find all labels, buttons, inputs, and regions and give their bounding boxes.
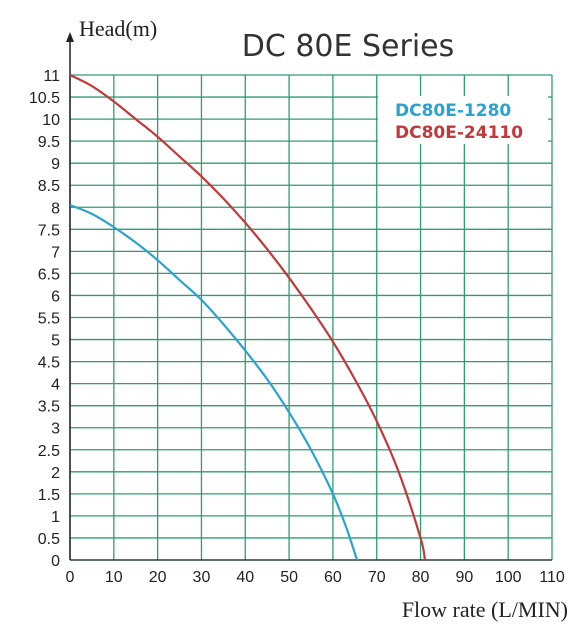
y-tick-label: 3 — [51, 421, 60, 438]
x-tick-label: 80 — [412, 569, 430, 586]
y-tick-label: 4 — [51, 377, 60, 394]
y-tick-label: 1 — [51, 509, 60, 526]
x-tick-label: 40 — [236, 569, 254, 586]
axes — [66, 32, 552, 561]
x-tick-labels: 0 10 20 30 40 50 60 70 80 90 100 110 — [66, 569, 565, 586]
x-tick-label: 50 — [280, 569, 298, 586]
y-tick-label: 11 — [43, 68, 60, 85]
x-tick-label: 100 — [495, 569, 522, 586]
series-curves — [69, 74, 427, 561]
y-tick-label: 8 — [51, 200, 60, 217]
y-axis-title: Head(m) — [79, 16, 157, 41]
y-tick-label: 3.5 — [38, 399, 60, 416]
x-tick-label: 30 — [193, 569, 211, 586]
y-tick-label: 7 — [51, 244, 60, 261]
x-axis-title: Flow rate (L/MIN) — [402, 597, 568, 622]
chart-title: DC 80E Series — [242, 29, 455, 64]
x-tick-label: 90 — [455, 569, 473, 586]
y-tick-label: 7.5 — [38, 222, 60, 239]
x-tick-label: 110 — [539, 569, 565, 586]
y-axis-arrow-icon — [66, 32, 74, 42]
y-tick-label: 4.5 — [38, 355, 60, 372]
y-tick-label: 9 — [51, 156, 60, 173]
y-tick-label: 1.5 — [38, 487, 60, 504]
x-tick-label: 70 — [368, 569, 386, 586]
y-tick-label: 0 — [51, 553, 60, 570]
y-tick-label: 10 — [42, 112, 60, 129]
y-tick-label: 2.5 — [38, 443, 60, 460]
y-tick-label: 8.5 — [38, 178, 60, 195]
grid — [69, 74, 553, 561]
x-tick-label: 0 — [66, 569, 75, 586]
y-tick-label: 5 — [51, 333, 60, 350]
x-tick-label: 20 — [149, 569, 167, 586]
y-tick-label: 10.5 — [29, 90, 60, 107]
y-tick-label: 6.5 — [38, 266, 60, 283]
y-tick-label: 2 — [51, 465, 60, 482]
legend-box — [378, 96, 548, 144]
x-tick-label: 60 — [324, 569, 342, 586]
legend-entry-dc80e-24110: DC80E-24110 — [395, 123, 523, 143]
y-tick-label: 0.5 — [38, 531, 60, 548]
series-line-dc80e-1280 — [69, 204, 359, 561]
series-line-dc80e-24110 — [69, 74, 427, 561]
y-tick-label: 6 — [51, 288, 60, 305]
legend-entry-dc80e-1280: DC80E-1280 — [395, 101, 511, 121]
y-tick-labels: 0 0.5 1 1.5 2 2.5 3 3.5 4 4.5 5 5.5 6 6.5 7 7.5 8 8.5 9 9.5… — [29, 68, 60, 570]
y-tick-label: 9.5 — [38, 134, 60, 151]
y-tick-label: 5.5 — [38, 311, 60, 328]
x-tick-label: 10 — [105, 569, 123, 586]
